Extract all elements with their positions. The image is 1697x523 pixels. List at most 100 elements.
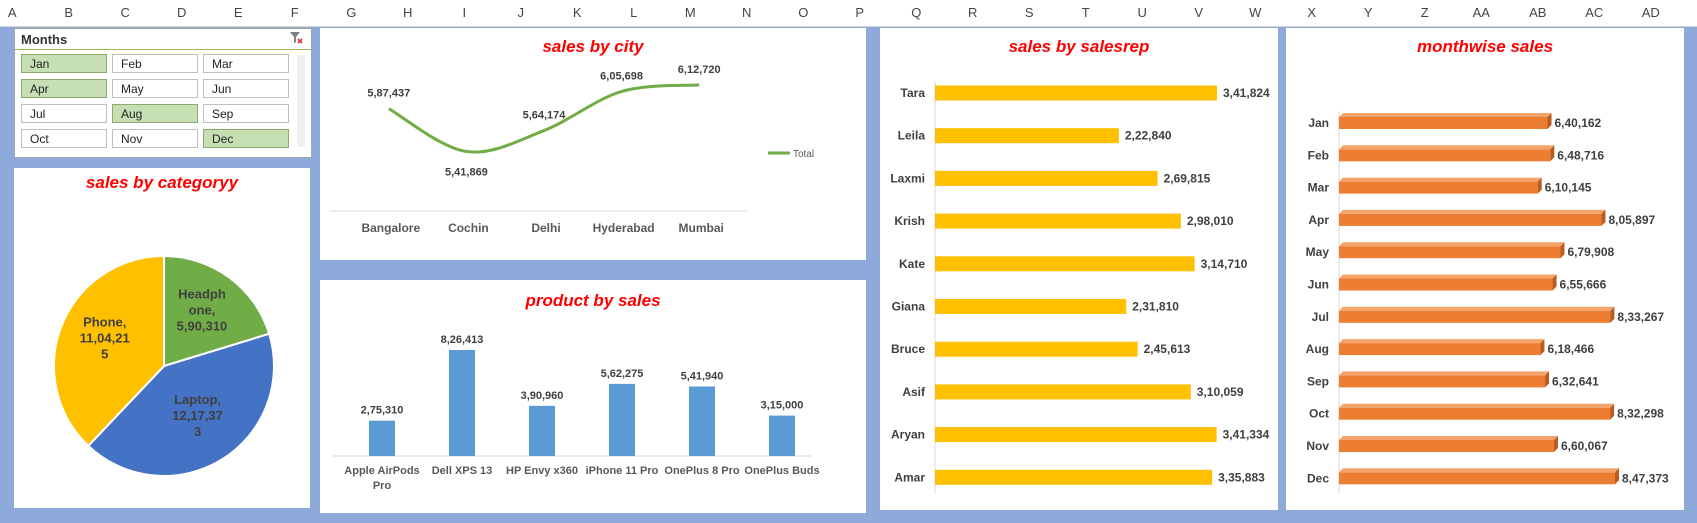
slicer-item-may[interactable]: May [112,79,198,98]
column-header-ae[interactable]: AE [1679,0,1697,26]
column-header-j[interactable]: J [517,5,525,20]
column-header-p[interactable]: P [855,5,865,20]
city-line-chart: 5,87,437 Bangalore 5,41,869 Cochin 5,64,174 D… [330,64,814,235]
city-data-label-hyderabad: 6,05,698 [600,70,643,82]
column-header-u[interactable]: U [1137,5,1147,20]
column-header-q[interactable]: Q [911,5,922,20]
salesrep-data-label-kate: 3,14,710 [1201,257,1248,271]
column-header-f[interactable]: F [290,5,299,20]
month-data-label-mar: 6,10,145 [1545,181,1592,195]
salesrep-tick-asif: Asif [902,385,926,399]
city-tick-mumbai: Mumbai [679,221,724,235]
column-header-l[interactable]: L [630,5,638,20]
slicer-item-feb[interactable]: Feb [112,54,198,73]
column-header-ad[interactable]: AD [1641,5,1660,20]
column-header-v[interactable]: V [1194,5,1204,20]
slicer-item-apr[interactable]: Apr [21,79,107,98]
category-chart-panel: sales by categoryy Headph one, 5,90,310 Lap… [14,168,310,508]
column-header-y[interactable]: Y [1363,5,1373,20]
city-tick-hyderabad: Hyderabad [593,221,655,235]
column-header-i[interactable]: I [462,5,467,20]
months-slicer[interactable]: Months Jan Feb Mar Apr May Jun Jul Aug Sep Oct Nov… [14,28,312,158]
column-header-m[interactable]: M [684,5,696,20]
city-chart-panel: sales by city 5,87,437 Bangalore 5,41,869 C… [320,28,866,260]
column-header-ac[interactable]: AC [1585,5,1604,20]
city-tick-delhi: Delhi [531,221,560,235]
slicer-item-jun[interactable]: Jun [203,79,289,98]
product-data-label-3: 3,90,960 [521,390,564,402]
column-header-ab[interactable]: AB [1529,5,1547,20]
salesrep-bar-krish [935,213,1181,229]
salesrep-tick-krish: Krish [894,214,925,228]
salesrep-data-label-amar: 3,35,883 [1218,470,1265,484]
monthwise-chart-panel: monthwise sales Jan 6,40,162 Feb 6,48,716 Ma… [1286,28,1684,510]
column-header-d[interactable]: D [177,5,187,20]
month-data-label-apr: 8,05,897 [1608,213,1655,227]
month-bar-may [1339,246,1561,259]
month-tick-jul: Jul [1312,310,1329,324]
slicer-item-aug[interactable]: Aug [112,104,198,123]
column-header-k[interactable]: K [572,5,582,20]
column-header-aa[interactable]: AA [1472,5,1490,20]
month-bar-side-jul [1610,306,1615,323]
slicer-item-mar[interactable]: Mar [203,54,289,73]
column-header-b[interactable]: B [64,5,74,20]
slicer-item-jul[interactable]: Jul [21,104,107,123]
salesrep-data-label-krish: 2,98,010 [1187,214,1234,228]
column-header-a[interactable]: A [7,5,17,20]
slicer-item-oct[interactable]: Oct [21,129,107,148]
month-bar-side-sep [1545,371,1550,388]
column-header-z[interactable]: Z [1420,5,1429,20]
product-bar-6 [769,415,795,456]
salesrep-tick-kate: Kate [899,257,925,271]
month-tick-jun: Jun [1308,278,1329,292]
salesrep-tick-amar: Amar [894,470,925,484]
pie-slice-headphone [163,254,271,368]
product-bar-1 [369,420,395,456]
month-tick-jan: Jan [1308,116,1329,130]
month-bar-nov [1339,440,1554,452]
column-header-n[interactable]: N [742,5,752,20]
month-tick-apr: Apr [1308,213,1329,227]
column-header-r[interactable]: R [968,5,978,20]
month-bar-side-may [1560,242,1565,259]
column-header-o[interactable]: O [798,5,809,20]
month-bar-side-jun [1552,274,1557,291]
month-bar-dec [1339,472,1615,485]
product-data-label-4: 5,62,275 [601,368,644,380]
month-data-label-sep: 6,32,641 [1552,374,1599,388]
salesrep-bar-tara [935,85,1217,101]
clear-filter-icon[interactable] [289,31,303,45]
column-header-c[interactable]: C [120,5,130,20]
slicer-scrollbar[interactable] [297,55,305,147]
slicer-item-sep[interactable]: Sep [203,104,289,123]
month-bar-feb [1339,149,1551,162]
product-bar-5 [689,386,715,456]
month-bar-side-mar [1537,177,1542,194]
column-header-e[interactable]: E [233,5,243,20]
month-bar-top-sep [1339,371,1550,376]
slicer-item-nov[interactable]: Nov [112,129,198,148]
month-bar-side-oct [1610,403,1615,420]
product-bar-4 [609,383,635,456]
city-data-label-cochin: 5,41,869 [445,167,488,179]
column-header-w[interactable]: W [1249,5,1262,20]
salesrep-tick-giana: Giana [892,300,926,314]
column-header-s[interactable]: S [1024,5,1034,20]
salesrep-chart-panel: sales by salesrep Tara 3,41,824 Leila 2,22,… [880,28,1278,510]
month-bar-top-aug [1339,339,1545,344]
column-header-x[interactable]: X [1307,5,1317,20]
month-bar-top-nov [1339,436,1558,440]
product-data-label-5: 5,41,940 [681,370,724,382]
month-bar-top-dec [1339,468,1619,473]
month-bar-top-oct [1339,403,1615,408]
column-header-g[interactable]: G [346,5,357,20]
column-header-h[interactable]: H [403,5,413,20]
product-column-chart: 2,75,310 Apple AirPods Pro 8,26,413 Dell XPS… [332,334,820,492]
slicer-item-jan[interactable]: Jan [21,54,107,73]
column-header-t[interactable]: T [1081,5,1090,20]
month-bar-side-feb [1550,145,1555,162]
product-tick-2: Dell XPS 13 [432,465,493,477]
slicer-item-dec[interactable]: Dec [203,129,289,148]
month-bar-jun [1339,278,1553,291]
